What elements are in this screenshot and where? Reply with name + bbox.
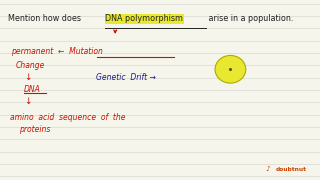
Text: DNA polymorphism: DNA polymorphism [105,14,183,23]
Text: Genetic  Drift →: Genetic Drift → [96,73,156,82]
Text: ♪: ♪ [265,166,269,172]
Text: ↓: ↓ [24,73,31,82]
Text: doubtnut: doubtnut [276,167,307,172]
Text: permanent  ←  Mutation: permanent ← Mutation [11,47,103,56]
Text: arise in a population.: arise in a population. [206,14,293,23]
Text: Mention how does: Mention how does [8,14,84,23]
Text: amino  acid  sequence  of  the: amino acid sequence of the [10,113,126,122]
Text: Change: Change [16,61,45,70]
Text: ↓: ↓ [24,97,31,106]
Text: DNA: DNA [24,86,41,94]
Text: proteins: proteins [19,125,50,134]
Ellipse shape [215,55,246,83]
